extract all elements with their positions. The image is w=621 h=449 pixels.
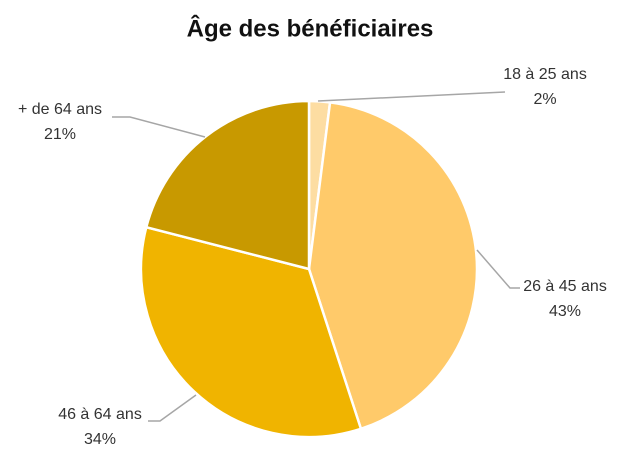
slice-value-label: 2%	[533, 91, 556, 108]
chart-title: Âge des bénéficiaires	[187, 14, 434, 42]
slice-value-label: 34%	[84, 431, 116, 448]
leader-line	[148, 394, 197, 422]
leader-line	[317, 91, 506, 102]
leader-line	[476, 249, 520, 289]
slice-value-label: 21%	[44, 126, 76, 143]
slice-label: + de 64 ans	[18, 101, 102, 118]
slice-label: 26 à 45 ans	[523, 278, 607, 295]
leader-line	[112, 116, 206, 138]
pie-slice	[139, 225, 363, 439]
slice-value-label: 43%	[549, 303, 581, 320]
pie-slice	[307, 100, 479, 431]
slice-label: 18 à 25 ans	[503, 66, 587, 83]
slice-label: 46 à 64 ans	[58, 406, 142, 423]
pie-slice	[144, 99, 311, 271]
